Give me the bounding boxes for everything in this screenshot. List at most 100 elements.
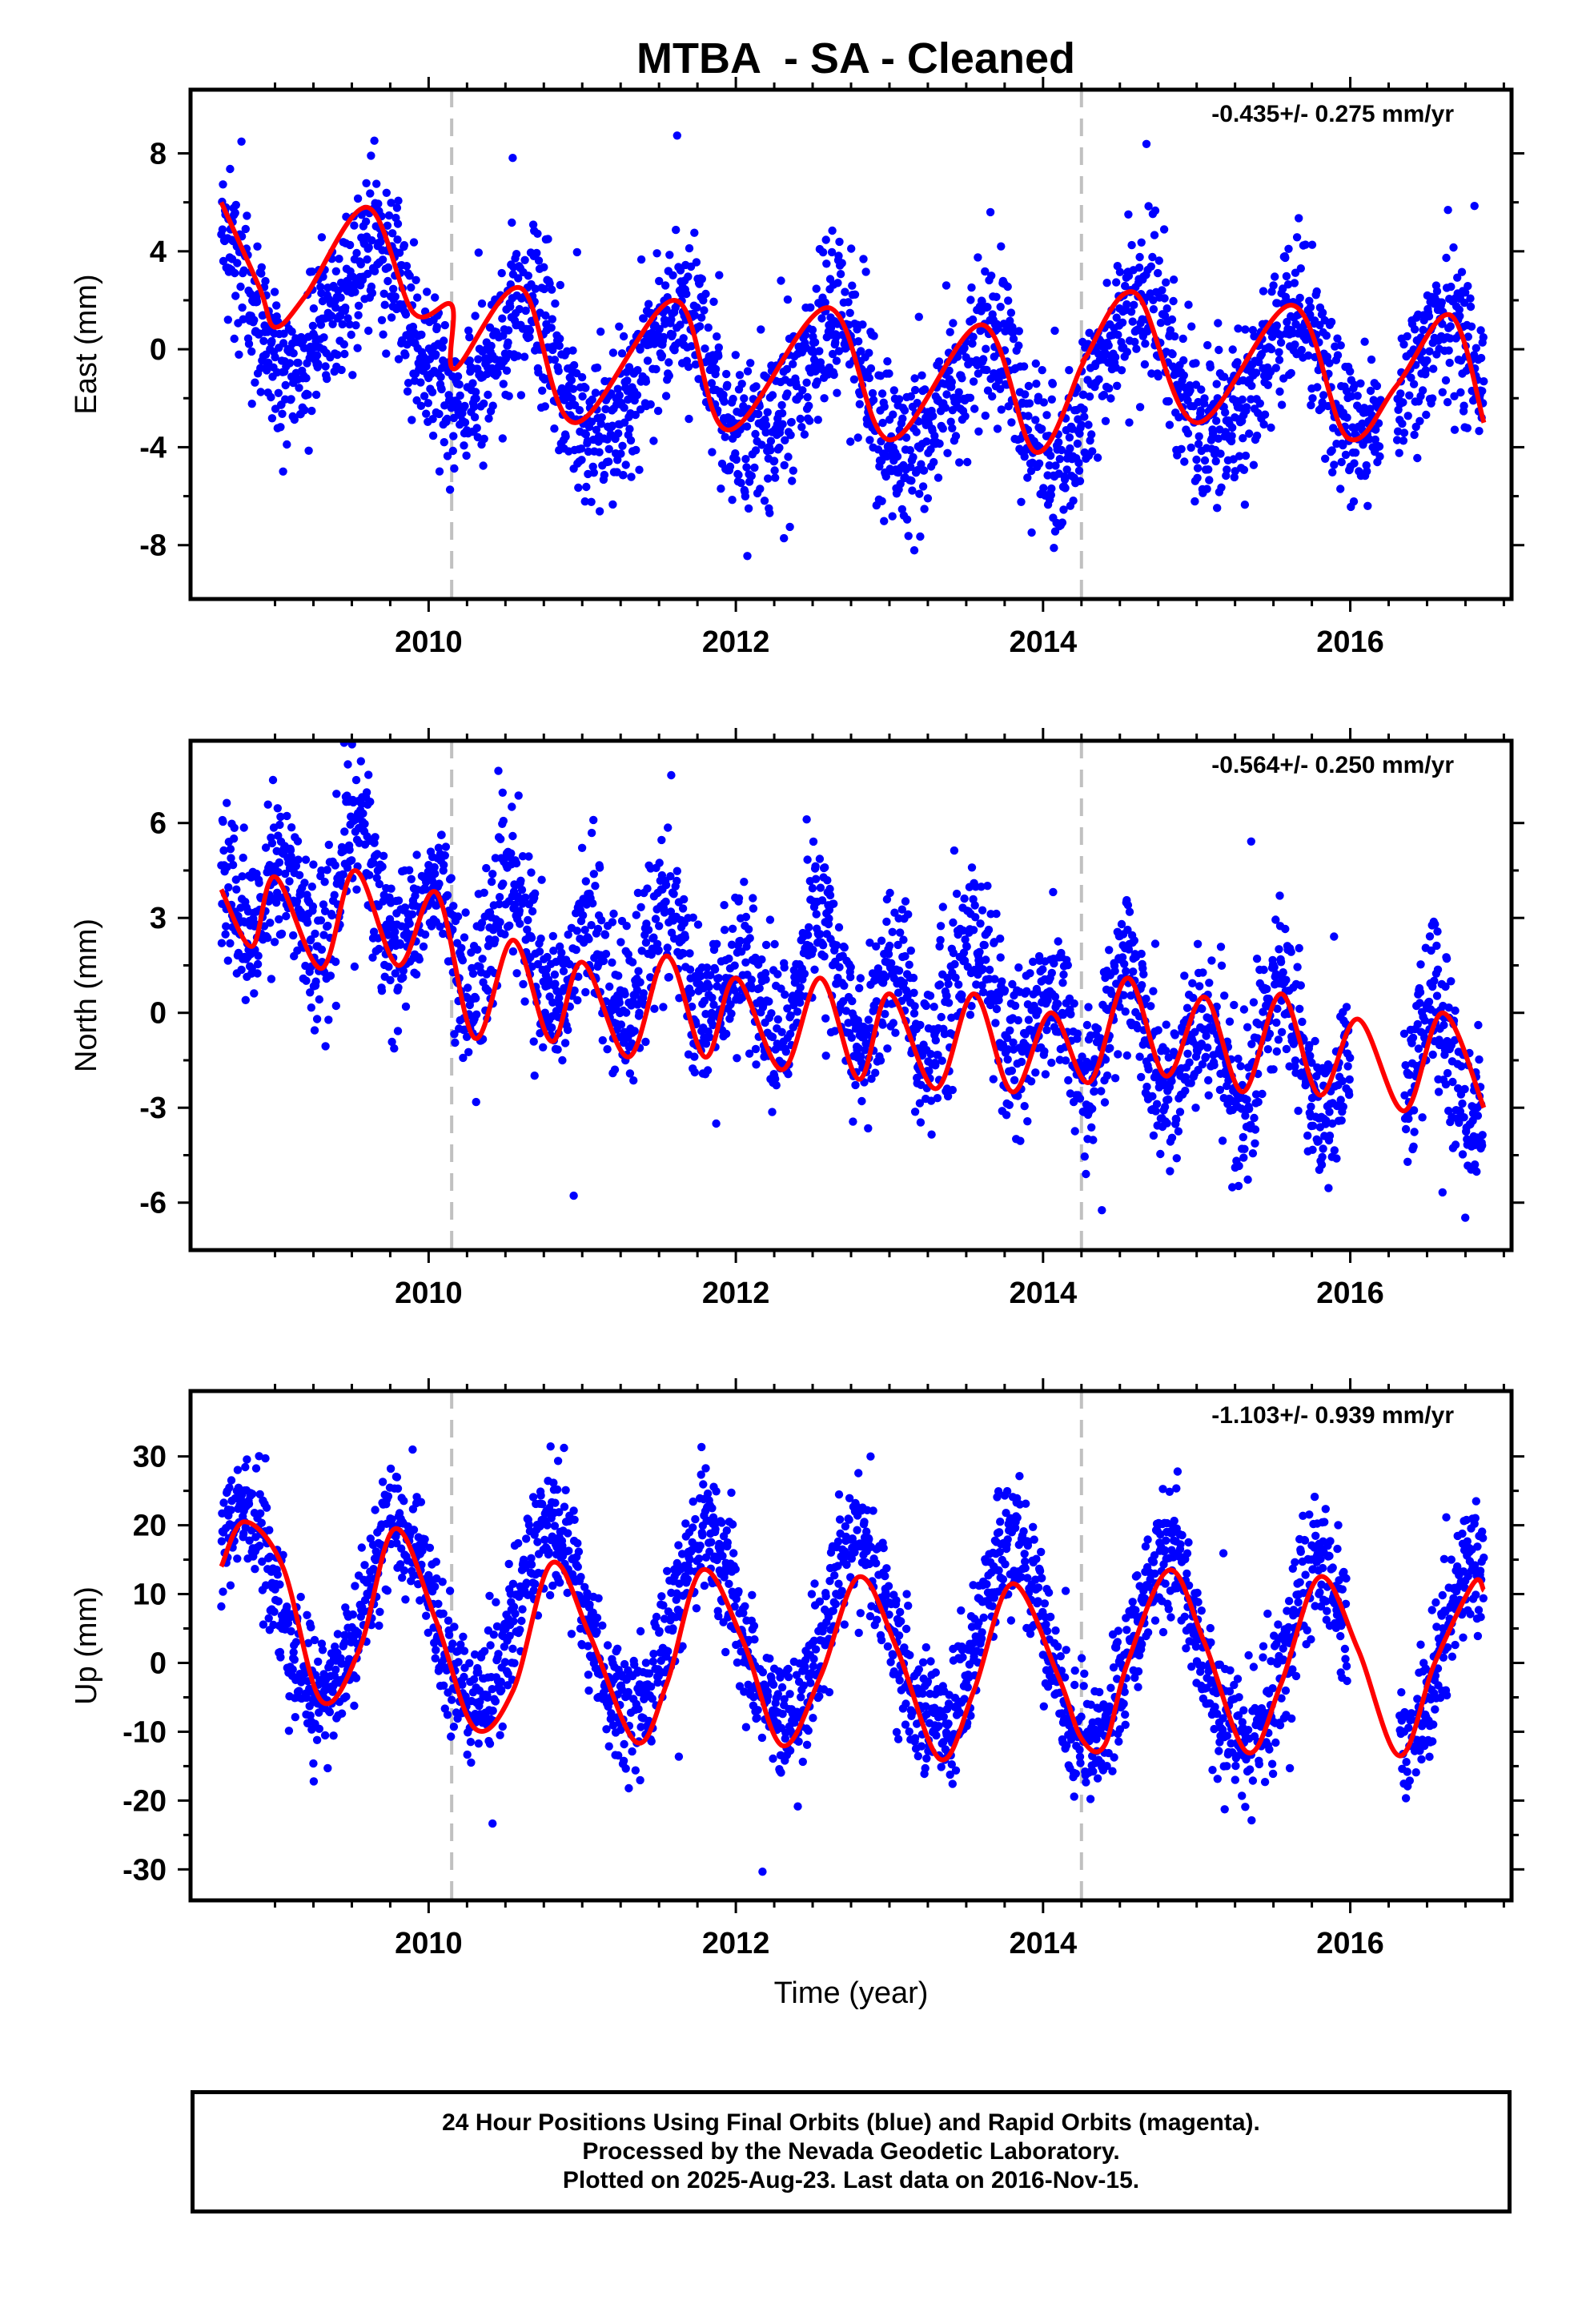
east-point bbox=[857, 347, 865, 356]
east-point bbox=[942, 281, 951, 290]
east-point bbox=[997, 242, 1006, 251]
east-point bbox=[908, 486, 917, 495]
north-point bbox=[978, 906, 987, 915]
east-point bbox=[1060, 475, 1070, 484]
north-point bbox=[472, 1010, 481, 1019]
north-point bbox=[1082, 1020, 1092, 1030]
east-point bbox=[309, 304, 319, 313]
north-point bbox=[263, 934, 272, 943]
east-point bbox=[1241, 451, 1251, 460]
east-point bbox=[340, 349, 349, 359]
north-point bbox=[665, 972, 673, 982]
east-point bbox=[588, 395, 596, 404]
north-point bbox=[967, 1002, 976, 1011]
north-point bbox=[780, 963, 789, 972]
east-point bbox=[652, 249, 661, 258]
east-point bbox=[849, 375, 859, 384]
north-point bbox=[990, 975, 999, 983]
east-point bbox=[626, 436, 636, 445]
north-point bbox=[1210, 1060, 1219, 1070]
north-point bbox=[1123, 901, 1133, 910]
east-point bbox=[619, 471, 628, 480]
north-point bbox=[263, 800, 272, 809]
north-point bbox=[524, 915, 532, 925]
east-point bbox=[364, 326, 373, 336]
north-point bbox=[975, 947, 984, 957]
east-point bbox=[1084, 420, 1093, 429]
east-point bbox=[979, 355, 988, 364]
east-point bbox=[832, 356, 841, 365]
east-point bbox=[652, 364, 661, 374]
east-point bbox=[883, 357, 892, 366]
north-point bbox=[933, 1094, 942, 1103]
east-point bbox=[363, 269, 372, 279]
north-point bbox=[1118, 953, 1127, 962]
north-point bbox=[840, 981, 849, 991]
north-point bbox=[491, 935, 500, 944]
east-point bbox=[920, 505, 929, 513]
north-point bbox=[632, 911, 640, 919]
east-point bbox=[267, 414, 277, 423]
east-point bbox=[1050, 326, 1059, 336]
north-point bbox=[846, 963, 855, 972]
east-point bbox=[524, 271, 532, 280]
east-point bbox=[1158, 286, 1166, 295]
north-point bbox=[228, 860, 238, 870]
north-point bbox=[984, 925, 994, 935]
north-point bbox=[751, 1044, 761, 1054]
north-point bbox=[1142, 1082, 1151, 1092]
east-point bbox=[938, 424, 948, 433]
east-point bbox=[223, 316, 232, 324]
east-fit-curve bbox=[219, 201, 1487, 455]
north-point bbox=[777, 984, 785, 993]
north-point bbox=[970, 901, 979, 910]
north-point bbox=[950, 846, 959, 855]
north-point bbox=[323, 921, 332, 931]
north-point bbox=[1049, 887, 1058, 897]
east-point bbox=[1363, 501, 1372, 510]
north-point bbox=[878, 1020, 887, 1029]
north-point bbox=[1084, 1003, 1093, 1011]
east-point bbox=[889, 386, 899, 395]
east-point bbox=[577, 372, 587, 382]
north-point bbox=[881, 972, 890, 982]
north-point bbox=[728, 924, 737, 934]
east-point bbox=[1214, 434, 1223, 443]
north-point bbox=[324, 1015, 333, 1024]
north-point bbox=[1022, 987, 1031, 996]
north-point bbox=[978, 981, 986, 990]
east-point bbox=[782, 364, 792, 374]
east-point bbox=[412, 275, 420, 284]
east-point bbox=[1457, 267, 1467, 276]
east-point bbox=[1399, 428, 1409, 437]
east-point bbox=[608, 348, 618, 357]
east-point bbox=[1223, 465, 1231, 474]
east-point bbox=[1296, 264, 1306, 273]
north-point bbox=[1026, 1077, 1036, 1086]
east-point bbox=[480, 434, 488, 444]
east-point bbox=[837, 259, 846, 267]
north-point bbox=[461, 908, 470, 917]
east-point bbox=[747, 472, 756, 480]
east-point bbox=[1306, 303, 1315, 312]
east-point bbox=[1094, 375, 1103, 384]
east-point bbox=[569, 360, 579, 370]
east-point bbox=[578, 392, 587, 401]
north-point bbox=[998, 977, 1006, 986]
east-point bbox=[996, 303, 1005, 312]
east-point bbox=[1031, 416, 1040, 424]
north-point bbox=[1087, 1123, 1096, 1132]
east-point bbox=[729, 394, 737, 404]
east-point bbox=[910, 385, 920, 395]
east-point bbox=[534, 256, 544, 265]
north-point bbox=[273, 888, 282, 898]
east-point bbox=[419, 352, 428, 361]
north-point bbox=[926, 1050, 935, 1059]
north-point bbox=[663, 943, 672, 952]
north-point bbox=[930, 1003, 938, 1011]
north-point bbox=[891, 1028, 900, 1037]
east-point bbox=[239, 315, 247, 324]
east-point bbox=[576, 444, 586, 453]
east-point bbox=[918, 482, 928, 491]
north-point bbox=[744, 925, 753, 934]
